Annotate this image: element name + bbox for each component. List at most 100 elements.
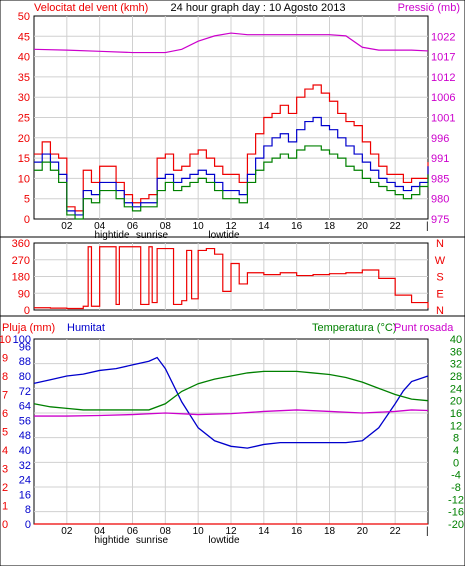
panel3-temp-tick: -16 <box>448 507 464 519</box>
panel3-rain-tick: 5 <box>2 427 8 439</box>
panel1-left-tick: 5 <box>24 194 30 206</box>
panel3-x-marker: hightide <box>94 535 129 546</box>
panel2-left-tick: 270 <box>12 255 30 267</box>
panel1-x-tick: 12 <box>225 221 237 232</box>
panel3-temp-tick: 28 <box>450 371 462 383</box>
panel3-series-temperatura <box>33 370 429 411</box>
panel1-right-title: Pressió (mb) <box>398 2 460 14</box>
panel1-left-tick: 20 <box>18 133 30 145</box>
panel1-right-tick: 1006 <box>431 92 455 104</box>
panel3-x-tick: 08 <box>160 526 172 537</box>
panel3-dew-title: Punt rosada <box>394 322 454 334</box>
panel3-x-marker: sunrise <box>136 535 169 546</box>
panel2-series <box>34 246 429 310</box>
panel3-temp-tick: -20 <box>448 519 464 531</box>
panel1-x-marker: sunrise <box>136 230 169 241</box>
panel1-right-tick: 991 <box>431 153 449 165</box>
panel3-temp-tick: 0 <box>453 457 459 469</box>
panel1-x-tick-end: | <box>426 221 429 232</box>
panel3-rain-tick: 4 <box>2 445 8 457</box>
panel3-x-tick: 02 <box>61 526 73 537</box>
panel1-right-tick: 996 <box>431 133 449 145</box>
panel1-x-tick: 08 <box>160 221 172 232</box>
panel3-x-tick: 20 <box>357 526 369 537</box>
panel3-x-tick: 06 <box>127 526 139 537</box>
panel1-series-pressure <box>33 32 429 54</box>
panel3-x-tick: 10 <box>193 526 205 537</box>
panel3-humidity-tick: 88 <box>19 356 31 368</box>
panel2-left-tick: 90 <box>18 288 30 300</box>
panel3-humidity-tick: 80 <box>19 371 31 383</box>
panel3-humidity-tick: 0 <box>25 519 31 531</box>
panel3-humidity-tick: 56 <box>19 415 31 427</box>
panel1-series-gust <box>34 84 429 212</box>
panel1-x-tick: 02 <box>61 221 73 232</box>
panel1-x-tick: 22 <box>390 221 402 232</box>
panel1-x-tick: 10 <box>193 221 205 232</box>
panel3-humidity-tick: 48 <box>19 430 31 442</box>
panel3-temp-tick: -4 <box>451 470 461 482</box>
panel3-x-tick: 14 <box>258 526 270 537</box>
panel3-temp-tick: 16 <box>450 408 462 420</box>
panel3-humidity-tick: 96 <box>19 341 31 353</box>
panel3-temp-tick: -8 <box>451 482 461 494</box>
panel1-left-tick: 40 <box>18 52 30 64</box>
panel1-right-tick: 1012 <box>431 72 455 84</box>
panel3-temp-title: Temperatura (°C) <box>312 322 396 334</box>
panel3-temp-tick: 40 <box>450 334 462 346</box>
panel1-x-marker: lowtide <box>208 230 240 241</box>
panel1-right-tick: 985 <box>431 173 449 185</box>
panel3-rain-tick: 3 <box>2 464 8 476</box>
panel1-left-tick: 0 <box>24 214 30 226</box>
panel2-left-ticks: 0 90 180 270 360 <box>12 238 30 317</box>
panel2-compass-label: E <box>436 288 443 300</box>
panel3-x-ticks: 02 04 06 08 10 12 14 16 18 20 22 | hightide sunrise lo… <box>61 526 428 546</box>
panel3-grid <box>34 339 428 524</box>
panel3-temp-tick: 4 <box>453 445 459 457</box>
panel1-x-tick: 20 <box>357 221 369 232</box>
panel1-left-tick: 50 <box>18 11 30 23</box>
panel3-x-tick: 18 <box>324 526 336 537</box>
panel3-temp-tick: 36 <box>450 346 462 358</box>
panel1-x-tick: 06 <box>127 221 139 232</box>
panel3-humidity-tick: 24 <box>19 475 31 487</box>
panel1-left-ticks: 0 5 10 15 20 25 30 35 40 45 50 <box>18 11 30 226</box>
panel3-x-marker: lowtide <box>208 535 240 546</box>
panel3-x-tick: 12 <box>225 526 237 537</box>
panel3-x-tick-end: | <box>426 526 429 537</box>
panel3-rain-tick: 6 <box>2 408 8 420</box>
panel3-rain-tick: 0 <box>2 519 8 531</box>
panel3-humidity-tick: 100 <box>13 334 31 346</box>
panel1-x-tick: 14 <box>258 221 270 232</box>
panel3-series <box>33 356 429 525</box>
panel2-compass-label: N <box>436 238 444 250</box>
panel3-temp-tick: 12 <box>450 420 462 432</box>
panel1-x-tick: 18 <box>324 221 336 232</box>
panel2-compass-label: W <box>435 255 446 267</box>
panel1-right-tick: 1001 <box>431 113 455 125</box>
panel3-humidity-tick: 40 <box>19 445 31 457</box>
panel3-rain-tick: 2 <box>2 482 8 494</box>
panel3-temp-tick: 20 <box>450 396 462 408</box>
panel1-left-tick: 35 <box>18 72 30 84</box>
panel1-right-tick: 980 <box>431 194 449 206</box>
panel1-right-tick: 975 <box>431 214 449 226</box>
panel2-left-tick: 180 <box>12 272 30 284</box>
panel3-rain-tick: 7 <box>2 390 8 402</box>
panel3-rain-tick: 1 <box>2 501 8 513</box>
panel1-left-tick: 25 <box>18 113 30 125</box>
panel3-x-tick: 22 <box>390 526 402 537</box>
panel2-compass-label: N <box>436 305 444 317</box>
panel1-series-average <box>34 145 429 220</box>
panel3-humidity-tick: 72 <box>19 386 31 398</box>
panel2-compass-label: S <box>436 272 443 284</box>
panel3-humidity-tick: 16 <box>19 489 31 501</box>
panel1-x-tick: 16 <box>291 221 303 232</box>
panel3-humidity-title: Humitat <box>67 322 105 334</box>
panel2-series-direction <box>34 246 429 310</box>
